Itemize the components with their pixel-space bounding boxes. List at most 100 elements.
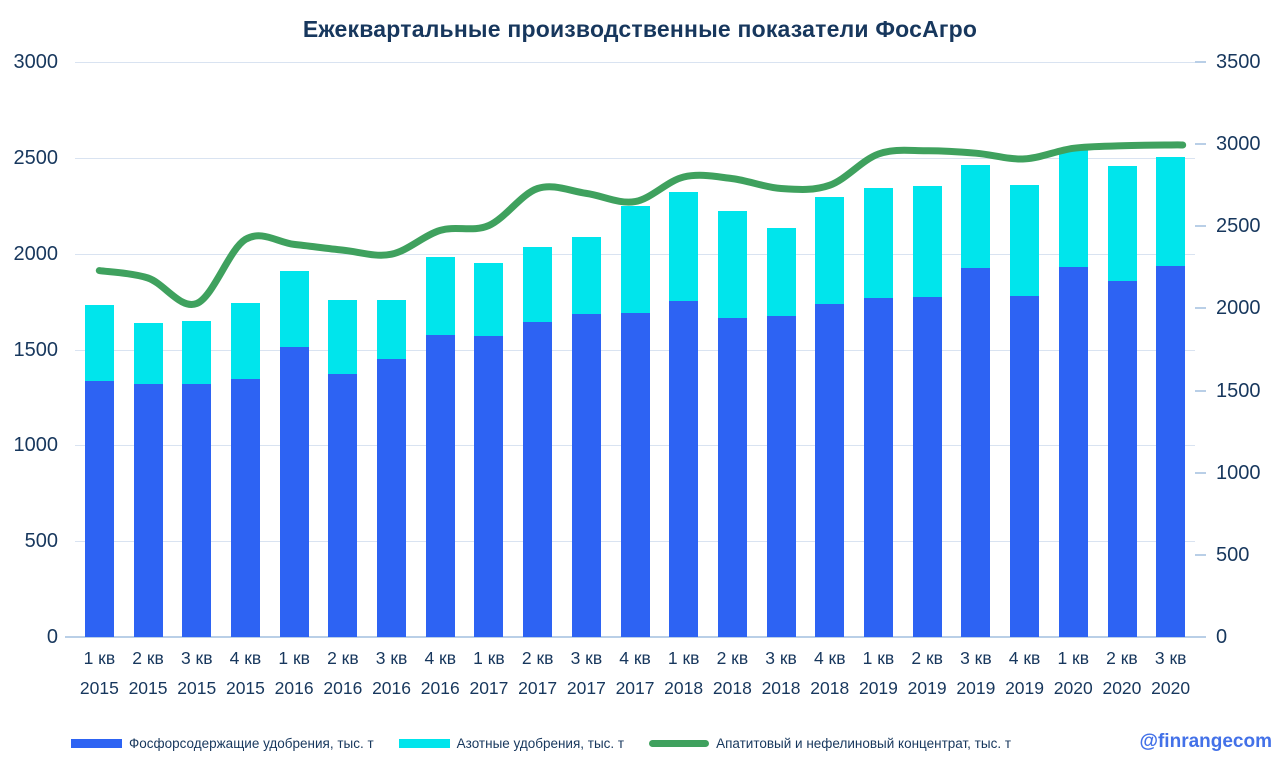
x-label-quarter: 2 кв xyxy=(327,648,359,668)
legend-swatch-phosphate xyxy=(71,738,122,748)
bar-nitrogen-segment xyxy=(912,185,942,297)
x-label-year: 2018 xyxy=(761,678,801,698)
x-label-quarter: 3 кв xyxy=(570,648,603,668)
x-label-year: 2017 xyxy=(566,678,606,698)
left-axis-tick-label: 500 xyxy=(24,530,58,553)
bar-phosphate-segment xyxy=(425,335,455,637)
gridline xyxy=(75,157,1195,159)
x-label-quarter: 1 кв xyxy=(83,648,116,668)
x-label-year: 2018 xyxy=(712,678,752,698)
x-axis-category-label: 3 кв 2018 xyxy=(757,649,806,697)
bar-nitrogen-segment xyxy=(1010,184,1040,296)
right-axis-tick-label: 3000 xyxy=(1216,133,1261,156)
x-axis-category-label: 1 кв 2018 xyxy=(659,649,708,697)
legend-swatch-apatite-line xyxy=(649,739,710,747)
x-axis-category-label: 3 кв 2019 xyxy=(952,649,1001,697)
right-axis-tick-label: 1000 xyxy=(1216,461,1261,484)
right-axis-tick xyxy=(1195,307,1206,310)
x-label-year: 2017 xyxy=(615,678,655,698)
x-axis-category-label: 3 кв 2015 xyxy=(172,649,221,697)
bar-phosphate-segment xyxy=(669,300,699,637)
x-axis-category-label: 2 кв 2016 xyxy=(319,649,368,697)
x-axis-category-label: 3 кв 2016 xyxy=(367,649,416,697)
x-label-quarter: 4 кв xyxy=(229,648,262,668)
x-label-year: 2015 xyxy=(225,678,265,698)
bar-phosphate-segment xyxy=(620,313,650,637)
line-layer xyxy=(95,141,1187,308)
bar-phosphate-segment xyxy=(328,374,358,637)
x-label-quarter: 4 кв xyxy=(1008,648,1041,668)
x-axis-category-label: 2 кв 2020 xyxy=(1098,649,1147,697)
bar-nitrogen-segment xyxy=(961,164,991,268)
x-label-year: 2018 xyxy=(664,678,704,698)
bar-phosphate-segment xyxy=(1010,295,1040,637)
x-label-year: 2017 xyxy=(469,678,509,698)
bar-nitrogen-segment xyxy=(182,320,212,384)
bar-phosphate-segment xyxy=(279,346,309,637)
bar-nitrogen-segment xyxy=(864,188,893,298)
apatite-concentrate-line xyxy=(95,141,1187,308)
bar-nitrogen-segment xyxy=(1107,165,1137,281)
legend-item: Апатитовый и нефелиновый концентрат, тыс… xyxy=(649,736,1011,751)
x-axis-category-label: 3 кв 2020 xyxy=(1146,649,1195,697)
x-axis-category-label: 2 кв 2017 xyxy=(513,649,562,697)
left-axis-tick-label: 0 xyxy=(46,626,58,648)
bar-phosphate-segment xyxy=(961,268,991,637)
bar-phosphate-segment xyxy=(717,317,747,637)
bar-phosphate-segment xyxy=(523,321,553,637)
left-axis-tick-label: 2000 xyxy=(13,242,59,265)
x-axis-category-label: 4 кв 2015 xyxy=(221,649,270,697)
x-axis-category-label: 2 кв 2019 xyxy=(903,649,952,697)
x-label-quarter: 2 кв xyxy=(132,648,164,668)
x-label-year: 2016 xyxy=(372,678,411,698)
legend-swatch-nitrogen xyxy=(398,738,450,748)
bar-nitrogen-segment xyxy=(1058,149,1088,268)
watermark: @finrangecom xyxy=(1139,731,1272,752)
right-axis-tick-label: 500 xyxy=(1216,543,1250,566)
x-axis-category-label: 3 кв 2017 xyxy=(562,649,611,697)
x-label-quarter: 2 кв xyxy=(911,648,943,668)
x-axis-category-label: 1 кв 2016 xyxy=(270,649,319,697)
x-label-year: 2015 xyxy=(128,678,168,698)
bar-nitrogen-segment xyxy=(571,237,601,314)
bar-nitrogen-segment xyxy=(523,246,553,322)
x-axis-category-label: 1 кв 2020 xyxy=(1049,649,1098,697)
chart-title: Ежеквартальные производственные показате… xyxy=(302,16,978,42)
bar-nitrogen-segment xyxy=(474,263,504,337)
x-axis-category-label: 4 кв 2017 xyxy=(611,649,660,697)
x-label-quarter: 2 кв xyxy=(1106,648,1138,668)
bar-phosphate-segment xyxy=(230,379,260,637)
right-axis-tick-label: 3500 xyxy=(1216,51,1261,73)
bar-nitrogen-segment xyxy=(230,302,260,380)
x-label-year: 2015 xyxy=(177,678,217,698)
bar-phosphate-segment xyxy=(571,314,601,637)
plot-area xyxy=(65,62,1205,638)
legend-label: Апатитовый и нефелиновый концентрат, тыс… xyxy=(716,735,1011,751)
bar-phosphate-segment xyxy=(133,384,163,637)
x-label-year: 2016 xyxy=(420,678,460,698)
left-axis-tick-label: 1500 xyxy=(13,338,59,361)
x-label-year: 2016 xyxy=(323,678,363,698)
bar-nitrogen-segment xyxy=(717,210,747,318)
x-label-year: 2019 xyxy=(1005,678,1044,698)
right-axis-tick xyxy=(1195,553,1206,556)
x-label-quarter: 3 кв xyxy=(765,648,797,668)
x-label-quarter: 1 кв xyxy=(862,648,895,668)
right-axis-tick xyxy=(1195,636,1206,638)
x-label-year: 2020 xyxy=(1053,678,1093,698)
bar-phosphate-segment xyxy=(1156,266,1186,637)
bar-phosphate-segment xyxy=(377,359,406,637)
x-label-quarter: 1 кв xyxy=(473,648,505,668)
x-label-year: 2020 xyxy=(1151,678,1191,698)
bar-phosphate-segment xyxy=(474,336,504,637)
gridline xyxy=(75,62,1195,63)
right-axis-tick xyxy=(1195,389,1206,392)
bar-nitrogen-segment xyxy=(669,192,699,301)
x-axis-category-label: 1 кв 2015 xyxy=(75,649,124,697)
x-label-quarter: 1 кв xyxy=(667,648,700,668)
x-label-year: 2016 xyxy=(274,678,314,698)
bar-nitrogen-segment xyxy=(279,270,309,347)
x-label-quarter: 2 кв xyxy=(716,648,749,668)
x-axis-category-label: 1 кв 2019 xyxy=(854,649,903,697)
